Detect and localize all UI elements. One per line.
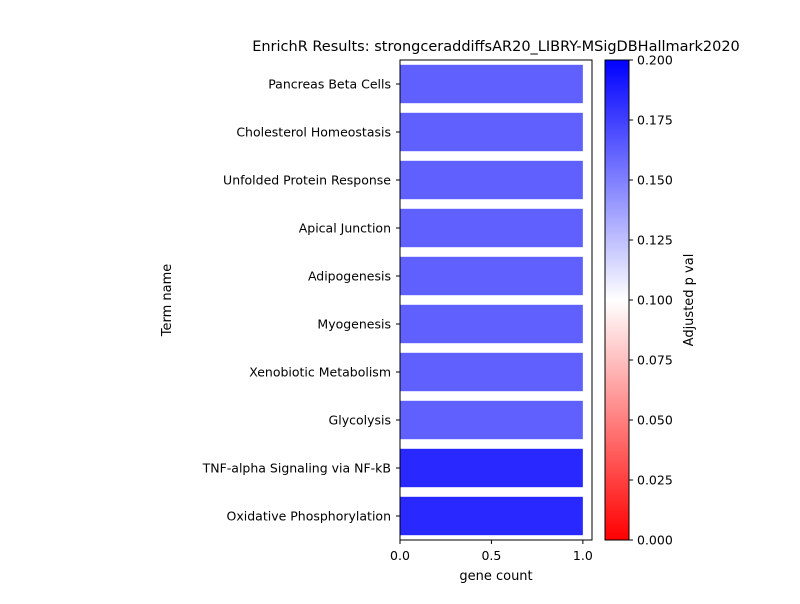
y-tick-label: Unfolded Protein Response	[223, 173, 391, 188]
colorbar	[604, 59, 630, 541]
y-tick-label: Pancreas Beta Cells	[268, 77, 391, 92]
y-axis-label: Term name	[160, 264, 175, 338]
bar	[400, 160, 583, 200]
y-tick-label: Glycolysis	[329, 413, 391, 428]
x-axis-label: gene count	[459, 569, 532, 584]
x-tick-label: 1.0	[573, 548, 593, 563]
colorbar-tick-label: 0.025	[637, 473, 673, 488]
plot-frame	[399, 59, 593, 541]
x-tick-label: 0.0	[390, 548, 410, 563]
colorbar-tick-label: 0.100	[637, 293, 673, 308]
colorbar-label: Adjusted p val	[682, 254, 697, 347]
y-tick-label: Oxidative Phosphorylation	[227, 509, 391, 524]
x-tick-label: 0.5	[481, 548, 501, 563]
bar	[400, 64, 583, 104]
colorbar-tick-label: 0.150	[637, 173, 673, 188]
colorbar-tick-label: 0.175	[637, 113, 673, 128]
bar	[400, 304, 583, 344]
y-tick-label: Adipogenesis	[308, 269, 391, 284]
colorbar-tick-label: 0.000	[637, 533, 673, 548]
y-tick-label: Cholesterol Homeostasis	[236, 125, 391, 140]
bar	[400, 208, 583, 248]
colorbar-tick-label: 0.075	[637, 353, 673, 368]
y-tick-labels: Pancreas Beta Cells Cholesterol Homeostas…	[202, 77, 400, 524]
bar	[400, 352, 583, 392]
bar	[400, 256, 583, 296]
colorbar-tick-label: 0.200	[637, 53, 673, 68]
y-tick-label: Apical Junction	[299, 221, 391, 236]
x-tick-labels: 0.0 0.5 1.0	[390, 540, 593, 563]
chart-title: EnrichR Results: strongceraddiffsAR20_LI…	[252, 39, 740, 55]
bar	[400, 448, 583, 488]
bar	[400, 112, 583, 152]
colorbar-tick-label: 0.050	[637, 413, 673, 428]
colorbar-tick-label: 0.125	[637, 233, 673, 248]
bars-group	[400, 64, 583, 536]
y-tick-label: Myogenesis	[317, 317, 391, 332]
bar	[400, 400, 583, 440]
y-tick-label: Xenobiotic Metabolism	[249, 365, 391, 380]
y-tick-label: TNF-alpha Signaling via NF-kB	[202, 461, 391, 476]
colorbar-ticks: 0.000 0.025 0.050 0.075 0.100 0.125 0.150 0.175…	[629, 53, 673, 548]
bar	[400, 496, 583, 536]
